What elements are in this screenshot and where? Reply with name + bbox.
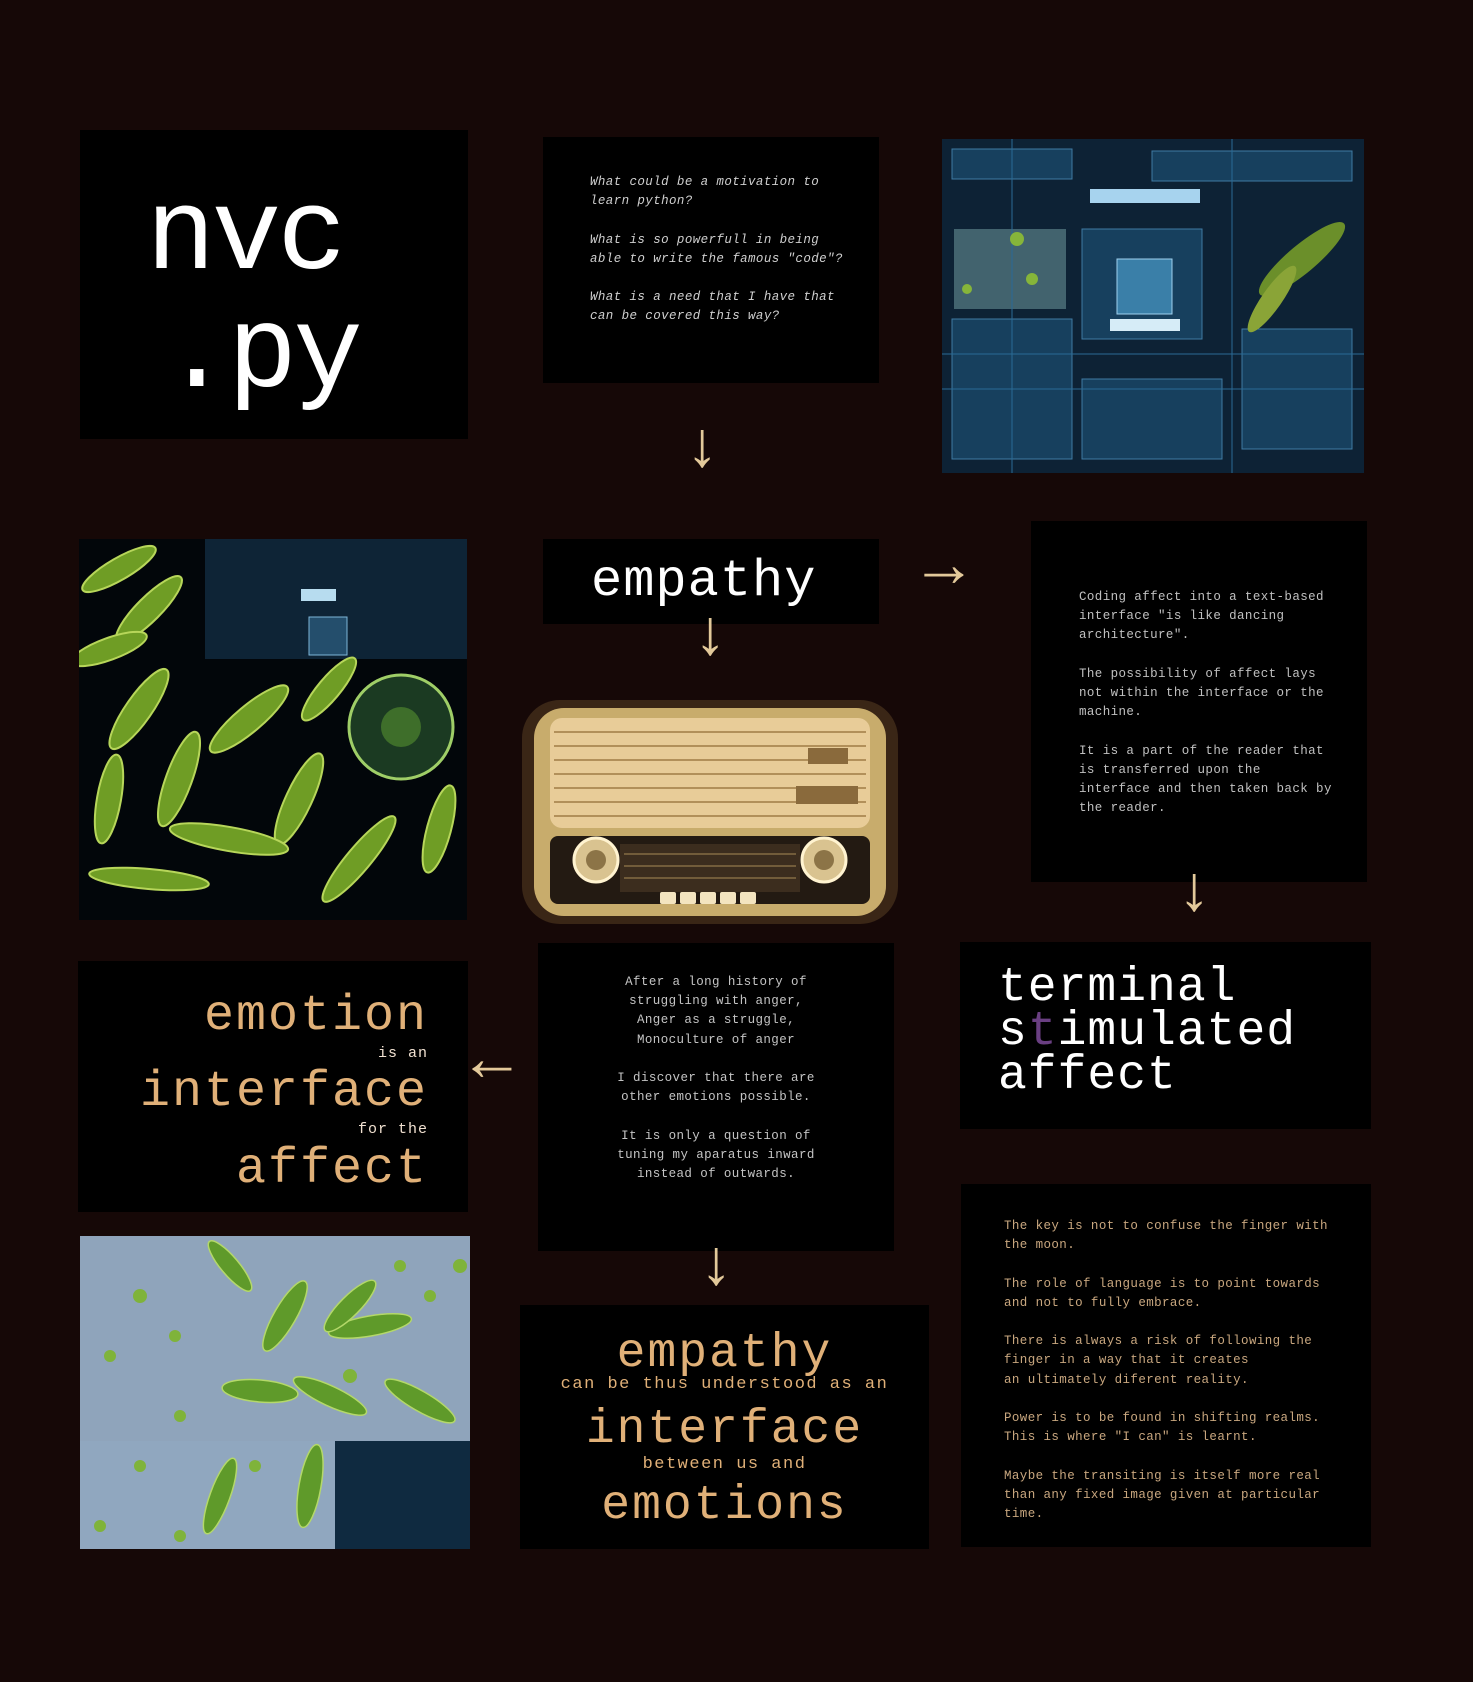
arrow-down-icon: ↓ bbox=[683, 414, 722, 486]
arrow-down-icon: ↓ bbox=[697, 1232, 736, 1304]
finger-moon-text: The key is not to confuse the finger wit… bbox=[1004, 1219, 1328, 1522]
terminal-line-1: terminal bbox=[998, 961, 1237, 1015]
questions-text: What could be a motivation to learn pyth… bbox=[590, 175, 843, 324]
for-the-label: for the bbox=[357, 1121, 428, 1138]
title-line-2: .py bbox=[162, 289, 363, 421]
is-an-label: is an bbox=[377, 1045, 428, 1062]
history-card: After a long history of struggling with … bbox=[538, 943, 894, 1251]
title-card: nvc .py bbox=[80, 130, 468, 439]
empathy-interface-card: empathy can be thus understood as an int… bbox=[520, 1305, 929, 1549]
terminal-highlight-letter: t bbox=[1027, 1005, 1058, 1059]
between-label: between us and bbox=[642, 1455, 807, 1474]
terminal-card: terminal stimulated affect bbox=[960, 942, 1371, 1129]
plankton-image bbox=[79, 539, 467, 920]
terminal-line-2: stimulated bbox=[998, 1008, 1296, 1056]
emotions-word: emotions bbox=[601, 1479, 848, 1533]
terminal-line-2-c: imulated bbox=[1057, 1005, 1297, 1059]
title-line-1: nvc bbox=[146, 171, 347, 303]
arrow-down-icon: ↓ bbox=[1175, 858, 1214, 930]
terminal-line-2-a: s bbox=[998, 1005, 1028, 1059]
emotion-interface-card: emotion is an interface for the affect bbox=[78, 961, 468, 1212]
arrow-right-icon: → bbox=[924, 531, 964, 606]
circuit-board-image bbox=[942, 139, 1364, 473]
affect-word: affect bbox=[235, 1141, 428, 1198]
history-text: After a long history of struggling with … bbox=[617, 975, 815, 1182]
coding-affect-card: Coding affect into a text-based interfac… bbox=[1031, 521, 1367, 882]
interface-word: interface bbox=[139, 1064, 428, 1121]
terminal-line-3: affect bbox=[998, 1049, 1177, 1103]
empathy-word: empathy bbox=[591, 552, 817, 611]
interface-bottom-word: interface bbox=[585, 1403, 864, 1457]
finger-moon-card: The key is not to confuse the finger wit… bbox=[961, 1184, 1371, 1547]
arrow-left-icon: ← bbox=[472, 1025, 512, 1100]
empathy-bottom-word: empathy bbox=[616, 1327, 833, 1381]
arrow-down-icon: ↓ bbox=[691, 602, 730, 674]
understood-label: can be thus understood as an bbox=[560, 1375, 889, 1394]
vintage-radio-image bbox=[520, 696, 900, 928]
empathy-card: empathy bbox=[543, 539, 879, 624]
euglena-image bbox=[80, 1236, 470, 1549]
questions-card: What could be a motivation to learn pyth… bbox=[543, 137, 879, 383]
emotion-word: emotion bbox=[203, 988, 428, 1045]
terminal-heading: terminal stimulated affect bbox=[998, 961, 1296, 1103]
coding-affect-text: Coding affect into a text-based interfac… bbox=[1079, 590, 1332, 816]
